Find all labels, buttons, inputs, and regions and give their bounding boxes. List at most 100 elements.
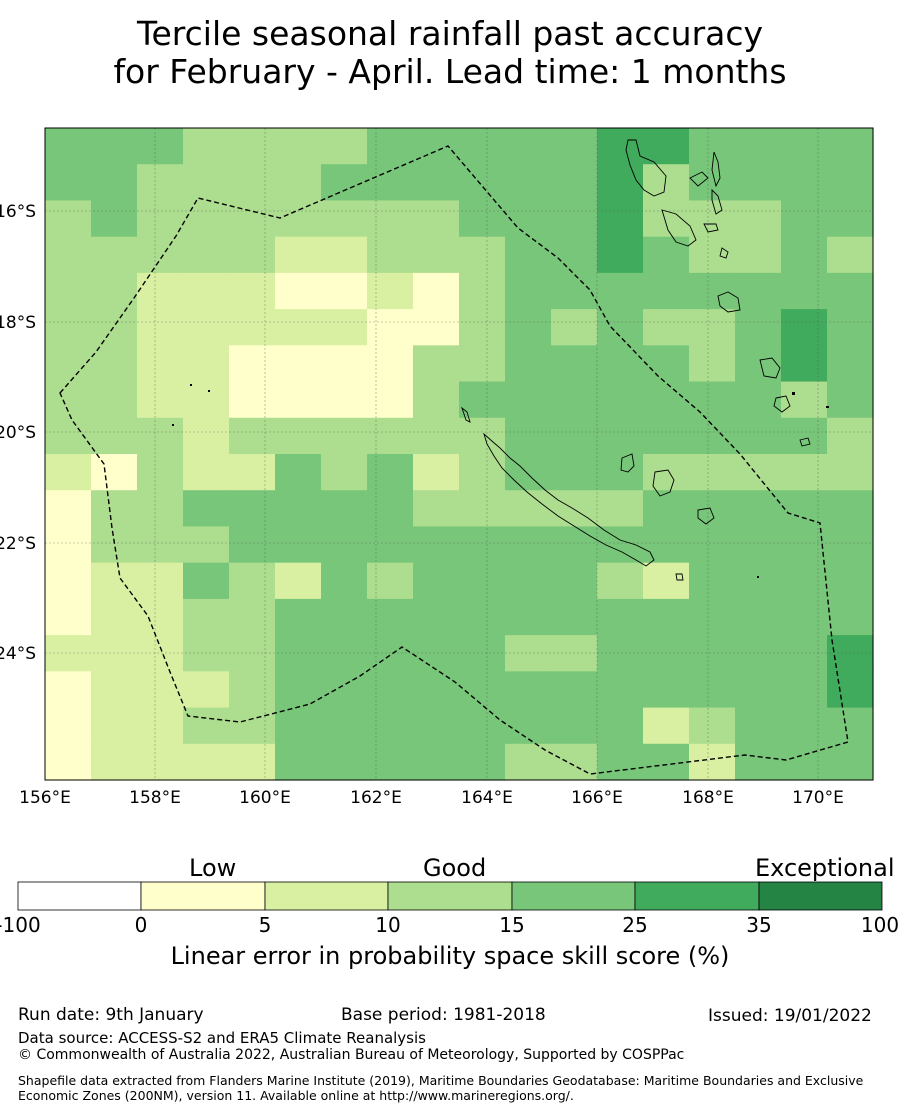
skill-cell [781, 200, 828, 238]
latitude-label: 22°S [0, 534, 36, 554]
skill-cell [827, 671, 874, 709]
skill-cell [275, 236, 322, 274]
skill-cell [459, 671, 506, 709]
skill-cell [229, 598, 276, 636]
malekula-coastline [661, 209, 697, 247]
longitude-tick-labels: 156°E 158°E 160°E 162°E 164°E 166°E 168°E 170°E [19, 788, 844, 808]
skill-cell [321, 272, 368, 310]
colorbar-tick: 5 [258, 913, 272, 937]
skill-cell [367, 309, 414, 346]
skill-cell [551, 526, 598, 564]
skill-cell [413, 164, 460, 202]
skill-cell [137, 128, 184, 165]
skill-cell [643, 236, 690, 274]
skill-cell [91, 128, 138, 165]
colorbar-swatch [511, 881, 636, 911]
skill-cell [781, 128, 828, 165]
colorbar-category-exceptional: Exceptional [755, 854, 895, 882]
skill-cell [321, 707, 368, 745]
skill-cell [643, 164, 690, 202]
chart-title-line1: Tercile seasonal rainfall past accuracy [136, 14, 764, 53]
skill-cell [137, 309, 184, 346]
skill-cell [505, 345, 552, 383]
skill-cell [229, 490, 276, 528]
isle-of-pines [675, 573, 684, 581]
skill-cell [505, 707, 552, 745]
skill-cell [597, 671, 644, 709]
skill-cell [229, 454, 276, 491]
skill-cell [321, 562, 368, 600]
skill-cell [91, 671, 138, 709]
skill-cell [643, 272, 690, 310]
skill-cell [689, 417, 736, 455]
skill-cell [597, 272, 644, 310]
skill-cell [321, 490, 368, 528]
skill-cell [505, 526, 552, 564]
skill-cell [367, 562, 414, 600]
skill-cell [321, 743, 368, 781]
skill-cell [505, 417, 552, 455]
skill-cell [551, 598, 598, 636]
skill-cell [689, 598, 736, 636]
skill-cell [551, 272, 598, 310]
tanna-island [773, 395, 791, 413]
skill-cell [91, 635, 138, 672]
skill-cell [137, 598, 184, 636]
skill-cell [781, 309, 828, 346]
skill-cell [321, 381, 368, 419]
espiritu-santo-coastline [625, 139, 667, 197]
skill-cell [413, 345, 460, 383]
skill-cell [597, 417, 644, 455]
colorbar-swatch [140, 881, 266, 911]
copyright-note: © Commonwealth of Australia 2022, Austra… [18, 1047, 685, 1063]
skill-cell [183, 309, 230, 346]
skill-cell [597, 164, 644, 202]
skill-cell [137, 454, 184, 491]
skill-cell [321, 598, 368, 636]
skill-cell [735, 598, 782, 636]
skill-cell [413, 743, 460, 781]
skill-cell [643, 526, 690, 564]
erromango-island [759, 357, 781, 379]
skill-cell [275, 309, 322, 346]
skill-cell [321, 309, 368, 346]
skill-cell [229, 309, 276, 346]
skill-cell [367, 671, 414, 709]
skill-cell [229, 345, 276, 383]
island-belep [461, 406, 471, 423]
skill-cell [367, 200, 414, 238]
skill-cell [367, 381, 414, 419]
data-source: Data source: ACCESS-S2 and ERA5 Climate … [18, 1029, 426, 1047]
skill-cell [551, 454, 598, 491]
skill-cell [413, 200, 460, 238]
skill-cell [643, 562, 690, 600]
skill-cell [597, 562, 644, 600]
skill-cell [91, 200, 138, 238]
skill-cell [689, 272, 736, 310]
colorbar-swatch [387, 881, 513, 911]
skill-cell [321, 236, 368, 274]
skill-cell [597, 345, 644, 383]
skill-cell [505, 490, 552, 528]
aneityum-island [799, 437, 811, 447]
issued-date: Issued: 19/01/2022 [708, 1006, 872, 1026]
skill-cell [827, 707, 874, 745]
skill-cell [45, 454, 92, 491]
skill-cell [505, 236, 552, 274]
skill-cell [827, 381, 874, 419]
skill-cell [827, 635, 874, 672]
skill-cell [367, 490, 414, 528]
skill-cell [643, 381, 690, 419]
skill-cell [367, 236, 414, 274]
skill-cell [643, 598, 690, 636]
skill-cell [229, 562, 276, 600]
latitude-label: 24°S [0, 644, 36, 664]
skill-cell [367, 707, 414, 745]
skill-cell [367, 417, 414, 455]
skill-cell [689, 454, 736, 491]
skill-cell [689, 526, 736, 564]
skill-cell [367, 743, 414, 781]
skill-cell [413, 272, 460, 310]
latitude-label: 18°S [0, 313, 36, 333]
colorbar-swatch [634, 881, 760, 911]
